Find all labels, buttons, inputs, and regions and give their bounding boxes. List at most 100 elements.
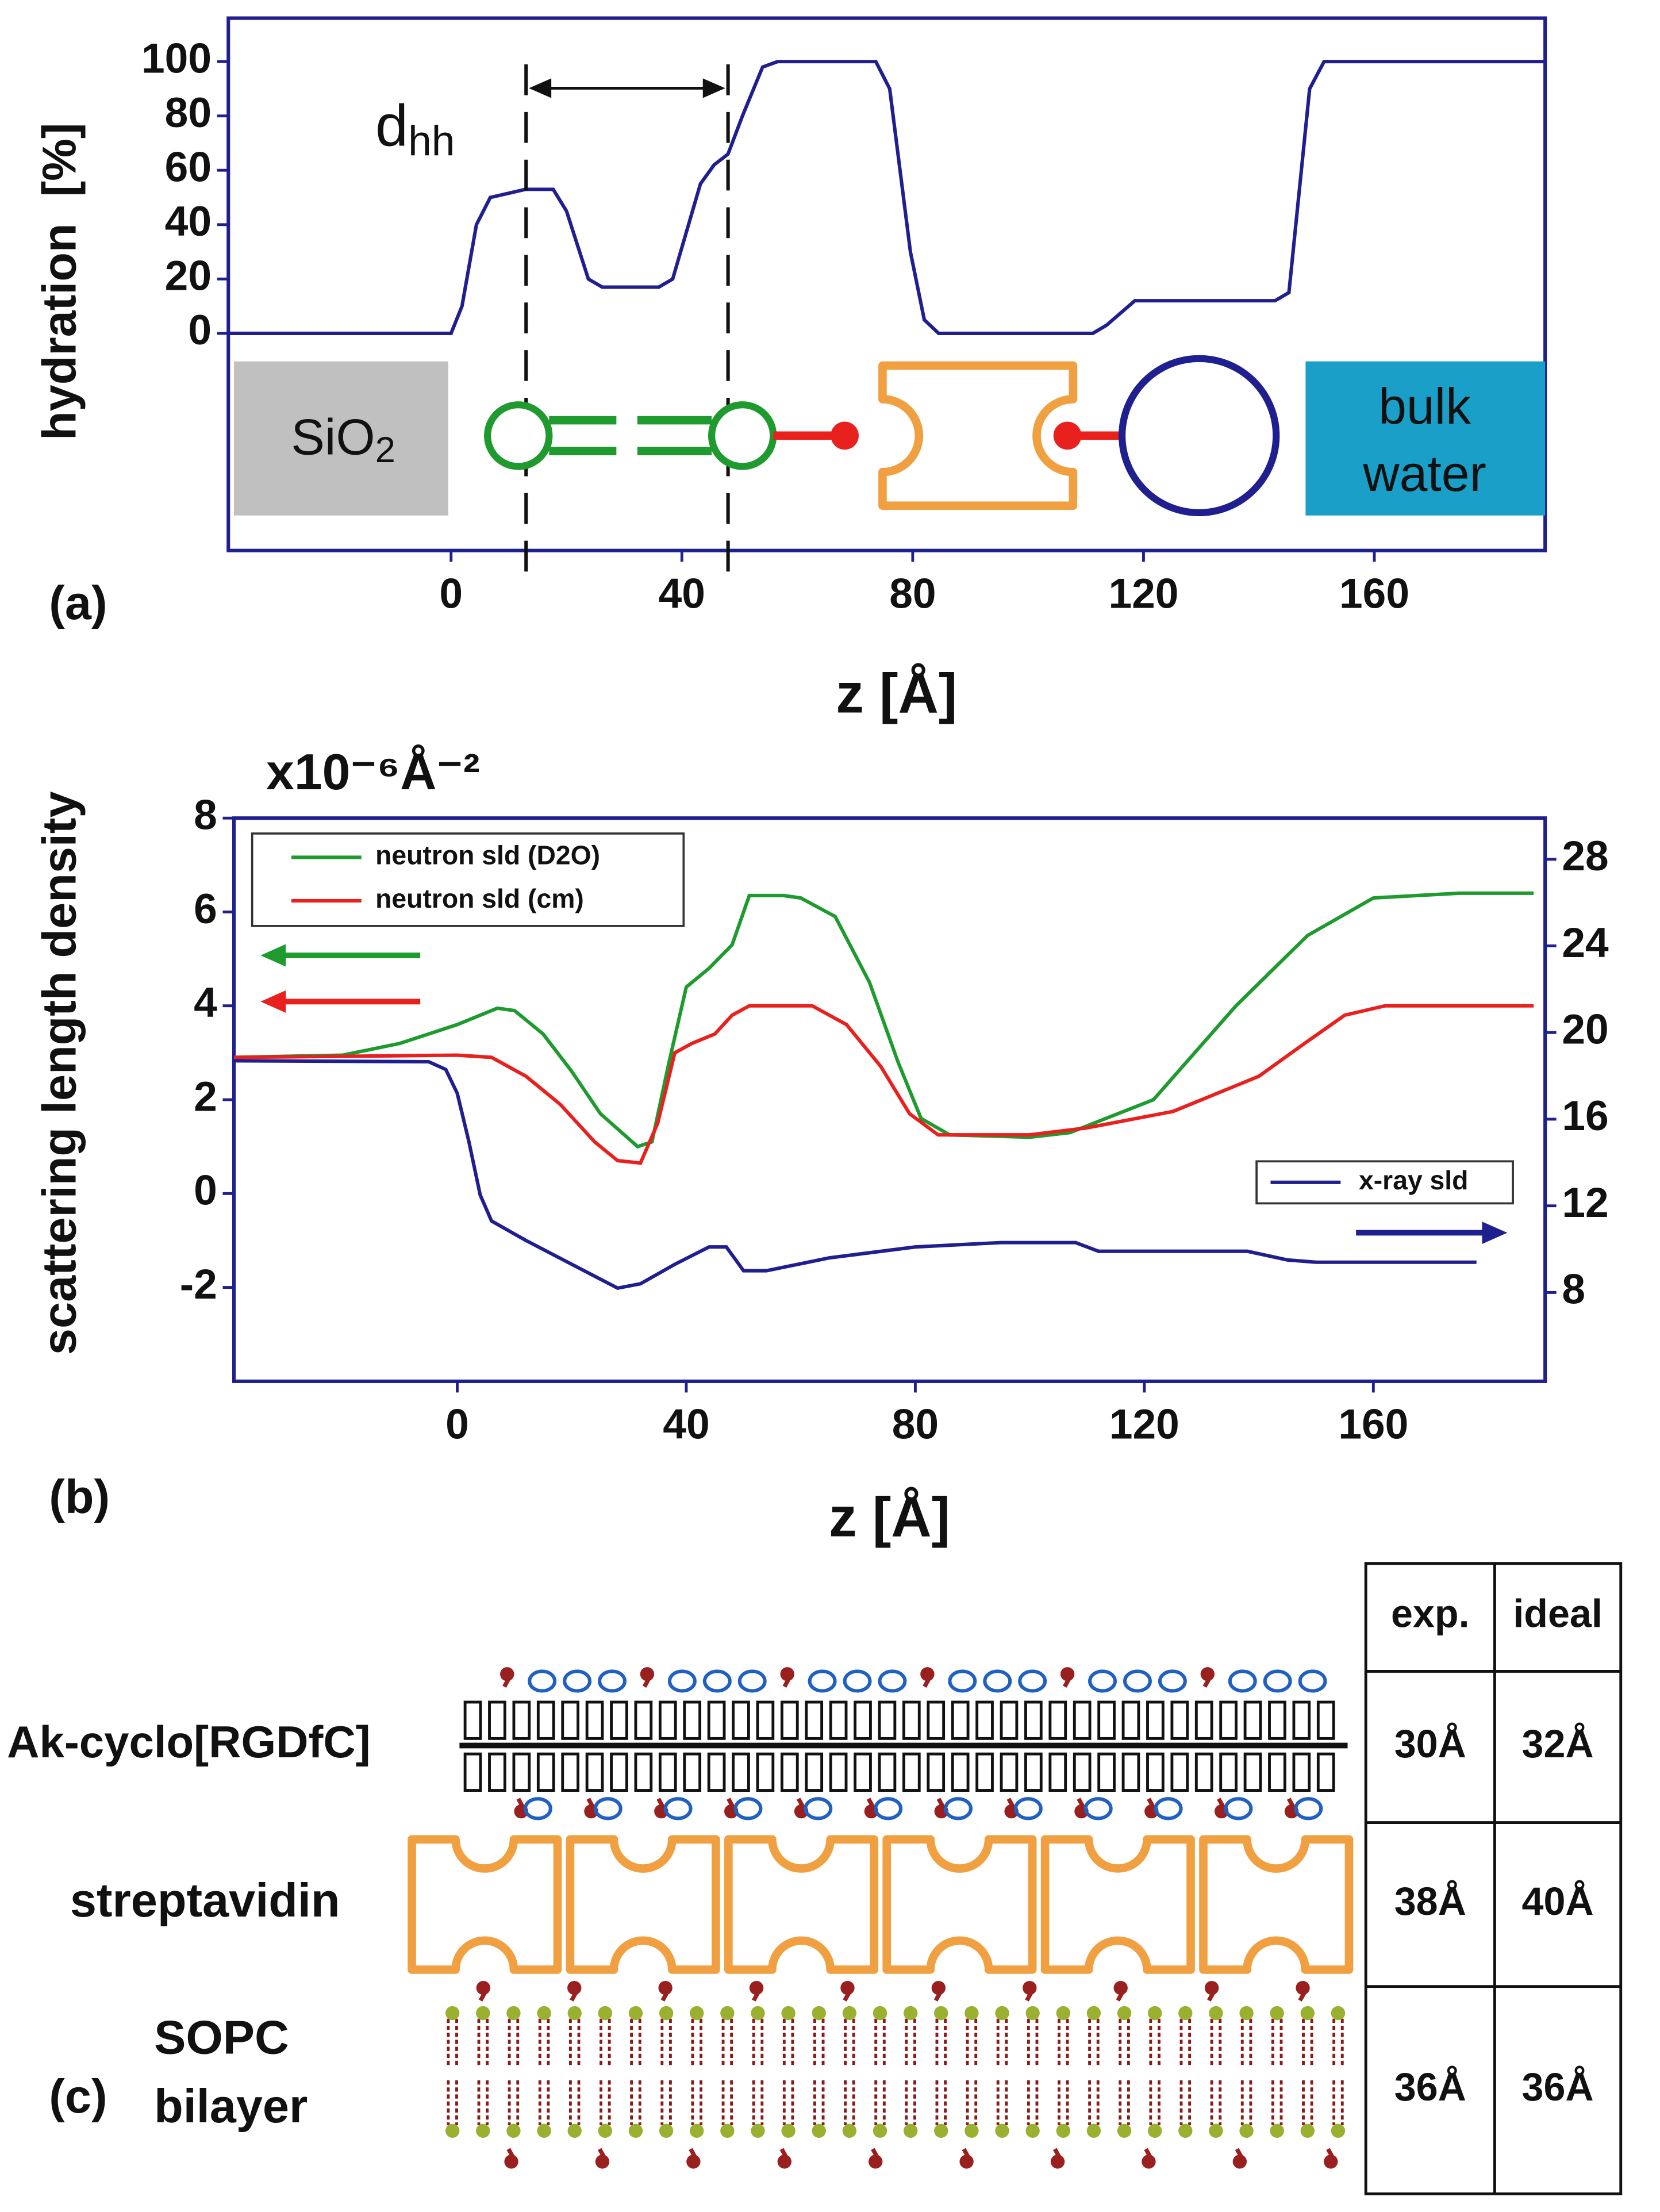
lipid-head [476,2006,490,2021]
linker-end [1053,421,1082,450]
cyclo-ring [1158,1669,1187,1693]
peptide-stem [871,2148,882,2163]
cyclo-ring [598,1669,627,1693]
axes-frame [226,16,1547,552]
lipid [1146,1752,1165,1792]
lipid [951,1700,970,1740]
lipid [1146,1700,1165,1740]
cyclo-ring [1154,1797,1183,1821]
table-cell: 38Å [1394,1880,1466,1923]
x-tick-label: 0 [439,570,463,617]
cyclo-ring [1263,1669,1292,1693]
lipid-head [903,2123,918,2138]
lipid-head [812,2006,826,2021]
x-axis-label: z [Å] [836,662,957,724]
lipid-head [873,2006,887,2021]
lipid-head [781,2006,796,2021]
lipid-head [1331,2123,1346,2138]
table-header: exp. [1391,1592,1470,1635]
lipid [975,1752,994,1792]
layer-label: streptavidin [70,1873,340,1927]
y-axis-label: hydration [%] [33,123,86,440]
lipid [1121,1700,1140,1740]
lipid-head [934,2006,948,2021]
streptavidin [878,361,1078,510]
lipid-head [1178,2123,1193,2138]
lipid-head [965,2006,979,2021]
lipid-head [903,2006,918,2021]
cyclo-ring [1018,1669,1047,1693]
table-cell: 40Å [1522,1880,1594,1923]
y-tick-label: 6 [194,886,217,932]
peptide-stem [506,2148,518,2163]
lipid [488,1752,506,1792]
annotation: dhh [375,93,455,165]
lipid [610,1752,628,1792]
lipid [829,1752,848,1792]
cyclo-ring [667,1669,697,1693]
linker-end [831,421,859,450]
lipid [951,1752,970,1792]
lipid [975,1700,994,1740]
annotation-sub: hh [408,118,455,164]
bulk-water-label: water [1362,446,1486,502]
peptide-stem [962,2148,973,2163]
table-cell: 36Å [1394,2065,1466,2109]
peptide-stem [478,1987,490,2002]
lipid [585,1700,604,1740]
lipid-head [1331,2006,1346,2021]
lipid [707,1752,726,1792]
lipid [1170,1752,1189,1792]
lipid [732,1752,750,1792]
lipid-head [842,2123,857,2138]
x-tick-label: 80 [889,570,936,617]
x-tick-label: 120 [1109,1401,1179,1448]
lipid-head [1056,2006,1070,2021]
x-tick-label: 80 [892,1401,939,1448]
legend-label: neutron sld (D2O) [375,840,600,870]
cyclo-ring [1013,1797,1043,1821]
y-tick-label: 40 [165,198,212,245]
substrate-label: SiO2 [291,409,395,470]
table-cell: 32Å [1522,1722,1594,1766]
peptide-stem [923,1673,933,1688]
data-line [233,1004,1534,1165]
peptide-stem [779,2148,791,2163]
vesicle [1119,355,1280,516]
lipid-head [1300,2006,1315,2021]
lipid-head [537,2006,551,2021]
lipid [1048,1700,1067,1740]
axis-arrow-head [1482,1222,1508,1245]
cyclo-ring [663,1797,693,1821]
peptide-stem [570,1987,581,2002]
substrate-text: SiO [291,409,375,466]
lipid [683,1752,702,1792]
y-tick-label: 60 [165,144,212,191]
streptavidin [882,1835,1037,1974]
lipid [756,1752,775,1792]
lipid-head [873,2123,887,2138]
y2-tick-label: 8 [1562,1266,1585,1313]
arrow-head [529,78,725,98]
lipid-head [812,2123,826,2138]
lipid [1121,1752,1140,1792]
streptavidin [566,1835,720,1974]
lipid [610,1700,628,1740]
lipid [634,1700,653,1740]
cyclo-ring [1294,1797,1323,1821]
lipid [927,1700,946,1740]
x-axis-label: z [Å] [829,1485,950,1548]
y2-tick-label: 24 [1562,920,1609,966]
cyclo-ring [983,1669,1012,1693]
peptide-stem [689,2148,700,2163]
cyclo-ring [563,1669,592,1693]
lipid-head [720,2006,735,2021]
cyclo-ring [804,1797,833,1821]
y-tick-label: 4 [194,980,217,1026]
table-cell: 30Å [1394,1722,1466,1766]
lipid [1097,1752,1116,1792]
lipid-head [708,401,777,470]
y-tick-label: -2 [180,1261,217,1308]
streptavidin [1040,1835,1195,1974]
